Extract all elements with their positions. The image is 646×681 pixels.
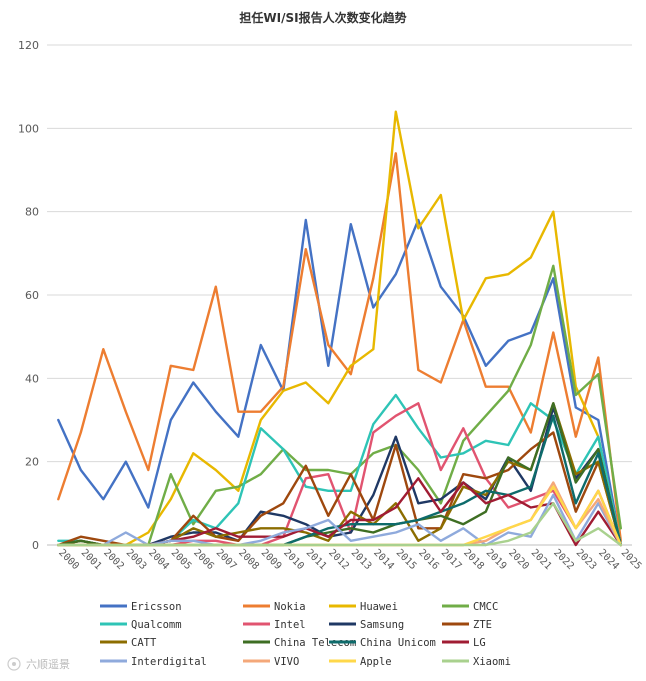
series-line-ericsson bbox=[57, 218, 622, 547]
y-tick-label: 20 bbox=[25, 456, 39, 469]
legend-label-lg: LG bbox=[473, 637, 486, 649]
series-line-cmcc bbox=[57, 264, 622, 547]
series-line-xiaomi bbox=[57, 502, 622, 547]
chart-title: 担任WI/SI报告人次数变化趋势 bbox=[239, 10, 406, 25]
x-tick-label: 2018 bbox=[461, 547, 486, 572]
grid-lines bbox=[47, 44, 632, 463]
legend-label-china-telecom: China Telecom bbox=[274, 637, 356, 649]
x-tick-label: 2011 bbox=[304, 547, 329, 572]
x-tick-label: 2007 bbox=[214, 547, 239, 572]
watermark: 六顺遥景 bbox=[7, 657, 70, 671]
x-tick-label: 2022 bbox=[551, 547, 576, 572]
x-tick-label: 2000 bbox=[56, 547, 81, 572]
legend-label-zte: ZTE bbox=[473, 619, 492, 631]
x-tick-label: 2002 bbox=[101, 547, 126, 572]
x-tick-label: 2017 bbox=[439, 547, 464, 572]
x-tick-label: 2015 bbox=[394, 547, 419, 572]
legend-label-intel: Intel bbox=[274, 619, 306, 631]
x-tick-label: 2019 bbox=[484, 547, 509, 572]
x-tick-label: 2012 bbox=[326, 547, 351, 572]
legend-label-china-unicom: China Unicom bbox=[360, 637, 436, 649]
legend: Ericsson Nokia Huawei CMCC Qualcomm Intel Sams… bbox=[100, 601, 511, 668]
x-tick-label: 2009 bbox=[259, 547, 284, 572]
watermark-logo-icon bbox=[7, 657, 21, 671]
x-tick-label: 2008 bbox=[236, 547, 261, 572]
legend-label-cmcc: CMCC bbox=[473, 601, 498, 613]
legend-label-xiaomi: Xiaomi bbox=[473, 656, 511, 668]
y-tick-label: 60 bbox=[25, 289, 39, 302]
y-tick-label: 0 bbox=[32, 539, 39, 552]
legend-label-catt: CATT bbox=[131, 637, 157, 649]
x-tick-label: 2001 bbox=[79, 547, 104, 572]
legend-label-vivo: VIVO bbox=[274, 656, 299, 668]
y-tick-label: 100 bbox=[18, 122, 39, 135]
series-line-nokia bbox=[57, 152, 622, 542]
x-tick-label: 2010 bbox=[281, 547, 306, 572]
y-tick-label: 120 bbox=[18, 39, 39, 52]
x-tick-label: 2021 bbox=[529, 547, 554, 572]
x-tick-label: 2020 bbox=[506, 547, 531, 572]
legend-label-ericsson: Ericsson bbox=[131, 601, 182, 613]
x-tick-label: 2006 bbox=[191, 547, 216, 572]
y-tick-label: 40 bbox=[25, 372, 39, 385]
series-lines bbox=[57, 110, 622, 547]
x-tick-label: 2025 bbox=[619, 547, 644, 572]
watermark-text: 六顺遥景 bbox=[26, 658, 70, 671]
legend-label-interdigital: Interdigital bbox=[131, 656, 207, 668]
x-tick-label: 2023 bbox=[574, 547, 599, 572]
x-tick-label: 2016 bbox=[416, 547, 441, 572]
x-tick-label: 2004 bbox=[146, 547, 171, 572]
x-tick-label: 2013 bbox=[349, 547, 374, 572]
x-tick-label: 2014 bbox=[371, 547, 396, 572]
x-tick-label: 2003 bbox=[124, 547, 149, 572]
x-tick-label: 2024 bbox=[596, 547, 621, 572]
series-line-huawei bbox=[57, 110, 622, 547]
legend-label-apple: Apple bbox=[360, 656, 392, 668]
legend-label-qualcomm: Qualcomm bbox=[131, 619, 182, 631]
x-tick-label: 2005 bbox=[169, 547, 194, 572]
y-tick-label: 80 bbox=[25, 206, 39, 219]
legend-label-samsung: Samsung bbox=[360, 619, 404, 631]
legend-label-nokia: Nokia bbox=[274, 601, 306, 613]
legend-label-huawei: Huawei bbox=[360, 601, 398, 613]
